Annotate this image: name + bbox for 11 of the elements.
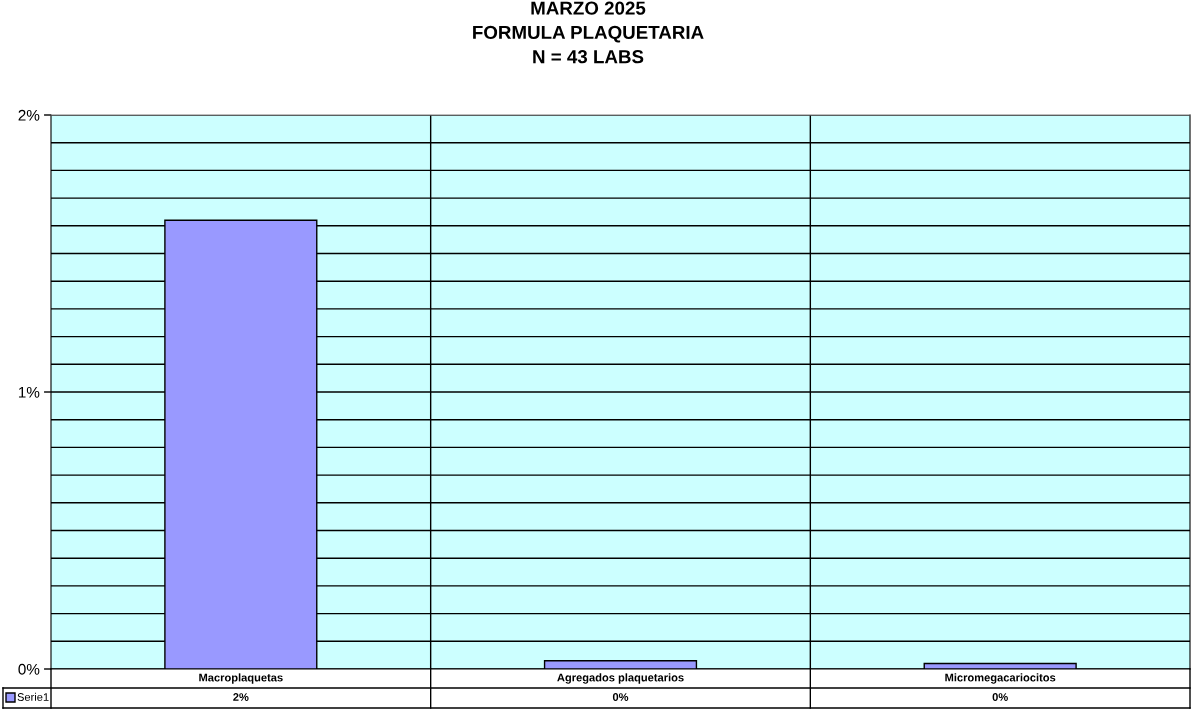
- x-tick-label: Macroplaquetas: [199, 673, 283, 684]
- x-tick-label: Micromegacariocitos: [945, 673, 1056, 684]
- y-tick-label: 2%: [18, 109, 40, 121]
- data-label: 2%: [233, 693, 249, 701]
- y-tick-label: 1%: [18, 386, 40, 398]
- x-tick-label: Agregados plaquetarios: [557, 673, 684, 684]
- data-label: 0%: [612, 693, 629, 701]
- chart-title: MARZO 2025 FORMULA PLAQUETARIA N = 43 LABS: [473, 1, 704, 64]
- data-label: 0%: [992, 693, 1008, 701]
- legend-label: Serie1: [17, 692, 49, 701]
- y-tick-label: 0%: [18, 663, 40, 675]
